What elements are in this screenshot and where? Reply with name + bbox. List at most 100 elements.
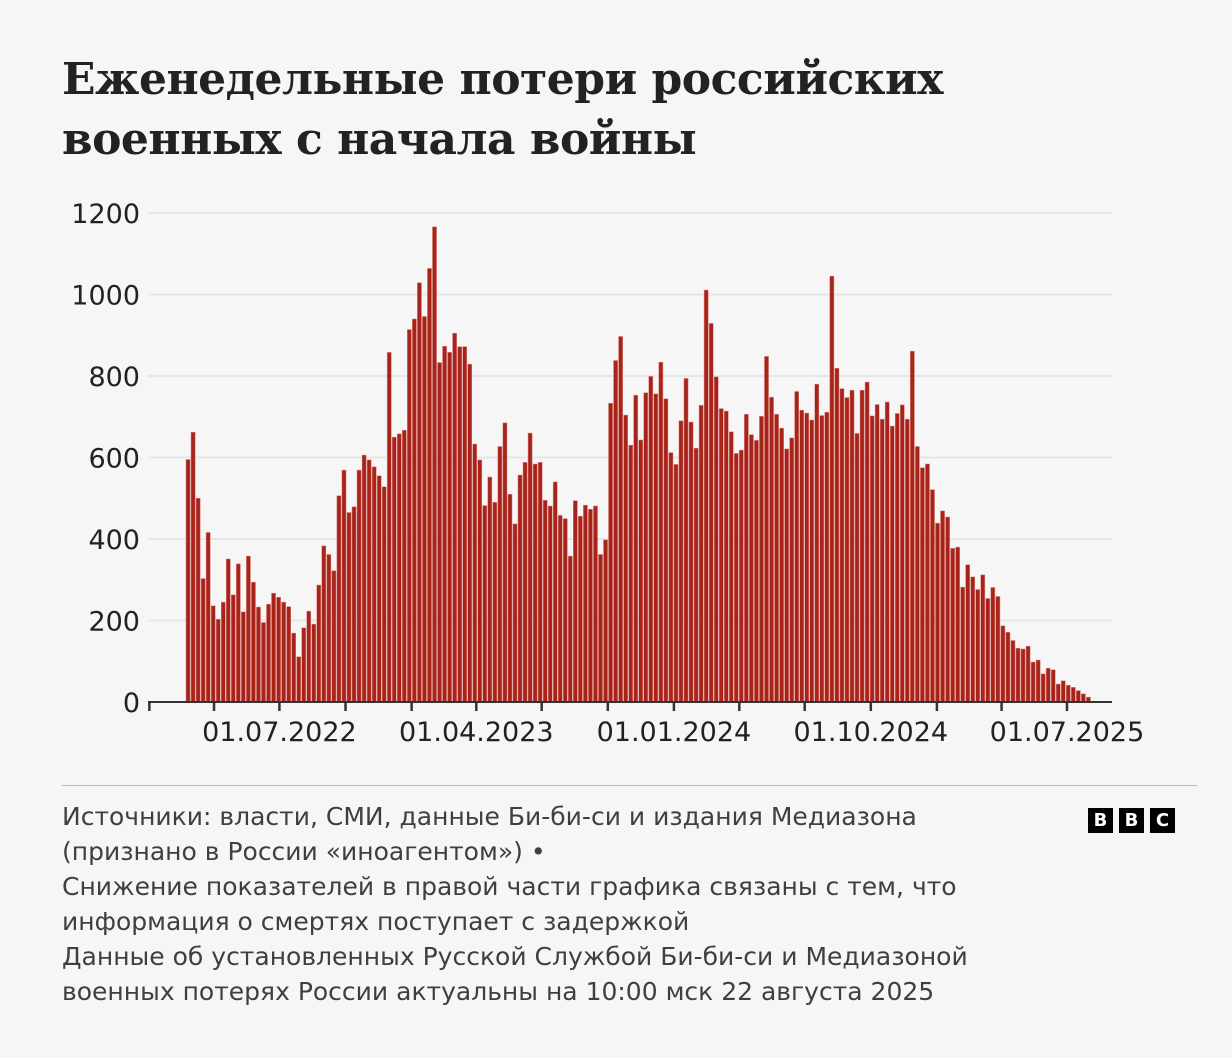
bar <box>1010 640 1016 703</box>
bar <box>749 434 754 703</box>
bar <box>331 570 337 703</box>
bar <box>739 449 744 703</box>
bar <box>1055 683 1061 703</box>
x-tick-label: 01.04.2023 <box>399 717 554 748</box>
bar <box>321 545 327 703</box>
chart-title-line: Еженедельные потери российских <box>62 54 943 105</box>
bar <box>200 578 206 703</box>
bar <box>668 452 674 703</box>
bar <box>487 476 493 703</box>
bar <box>351 506 357 703</box>
bar <box>492 502 498 703</box>
bar <box>789 437 794 703</box>
bar <box>381 486 387 703</box>
bar <box>759 416 764 703</box>
bar <box>945 516 950 703</box>
bar <box>306 610 312 703</box>
bar <box>764 356 769 703</box>
bar <box>1030 661 1036 703</box>
bar <box>920 467 925 703</box>
bar <box>623 414 628 703</box>
bar <box>552 481 558 703</box>
bar <box>693 447 699 703</box>
bar <box>633 394 639 703</box>
bar <box>814 383 820 703</box>
y-tick-label: 800 <box>88 362 140 393</box>
bar <box>648 376 654 703</box>
bar <box>718 408 724 703</box>
footer-divider <box>62 785 1197 786</box>
bar <box>512 523 518 703</box>
bar <box>869 415 875 703</box>
bar <box>427 268 432 703</box>
bar <box>824 412 830 703</box>
y-tick-label: 1200 <box>71 199 140 230</box>
bar <box>708 323 714 703</box>
bar <box>210 605 216 703</box>
bar <box>225 558 231 703</box>
bar <box>542 500 548 703</box>
bar <box>537 462 543 703</box>
bar <box>457 346 462 703</box>
bar <box>1050 669 1056 703</box>
bar <box>940 510 945 703</box>
bar <box>854 433 860 703</box>
bar <box>819 415 825 703</box>
bar <box>593 505 598 703</box>
bar <box>1025 645 1031 703</box>
bar <box>215 619 221 703</box>
bar <box>276 597 281 703</box>
bar <box>583 504 588 703</box>
bar <box>527 432 533 703</box>
bar <box>1000 625 1006 703</box>
bar <box>1076 690 1081 703</box>
bar <box>754 440 759 703</box>
bar <box>703 289 709 703</box>
bar <box>728 431 734 703</box>
bar <box>1035 659 1041 703</box>
bar <box>603 539 608 703</box>
bar <box>517 474 523 703</box>
bar <box>809 419 815 703</box>
note-line: Снижение показателей в правой части граф… <box>62 872 957 901</box>
bar <box>613 360 618 703</box>
bar <box>663 398 669 703</box>
bar <box>190 431 196 703</box>
bar <box>185 459 191 703</box>
bar <box>376 475 382 703</box>
bar <box>397 433 402 703</box>
bar <box>955 546 960 703</box>
bar <box>879 418 885 703</box>
bar <box>251 581 256 703</box>
bar <box>980 574 986 703</box>
bar <box>356 469 362 703</box>
bar <box>386 352 392 703</box>
bar <box>960 586 965 703</box>
bar <box>326 554 332 703</box>
bar <box>497 446 503 703</box>
bar <box>452 332 457 703</box>
bar <box>412 318 417 703</box>
bar <box>608 403 613 703</box>
bar <box>266 603 271 703</box>
x-tick-label: 01.10.2024 <box>794 717 949 748</box>
bar <box>241 611 246 703</box>
bar <box>1020 648 1026 703</box>
bar <box>849 390 855 703</box>
bar <box>422 316 427 703</box>
bar <box>1071 687 1076 703</box>
bar <box>467 363 473 703</box>
bar <box>794 391 799 703</box>
bar <box>532 463 538 703</box>
bar <box>231 594 236 703</box>
x-tick-label: 01.07.2022 <box>202 717 357 748</box>
bar <box>573 500 578 703</box>
bar <box>557 515 563 703</box>
bar <box>361 454 367 703</box>
bar <box>925 463 930 703</box>
bar <box>437 362 442 703</box>
bar <box>839 388 845 703</box>
bar <box>889 425 895 703</box>
note-line: Данные об установленных Русской Службой … <box>62 942 968 971</box>
bar <box>930 489 935 703</box>
